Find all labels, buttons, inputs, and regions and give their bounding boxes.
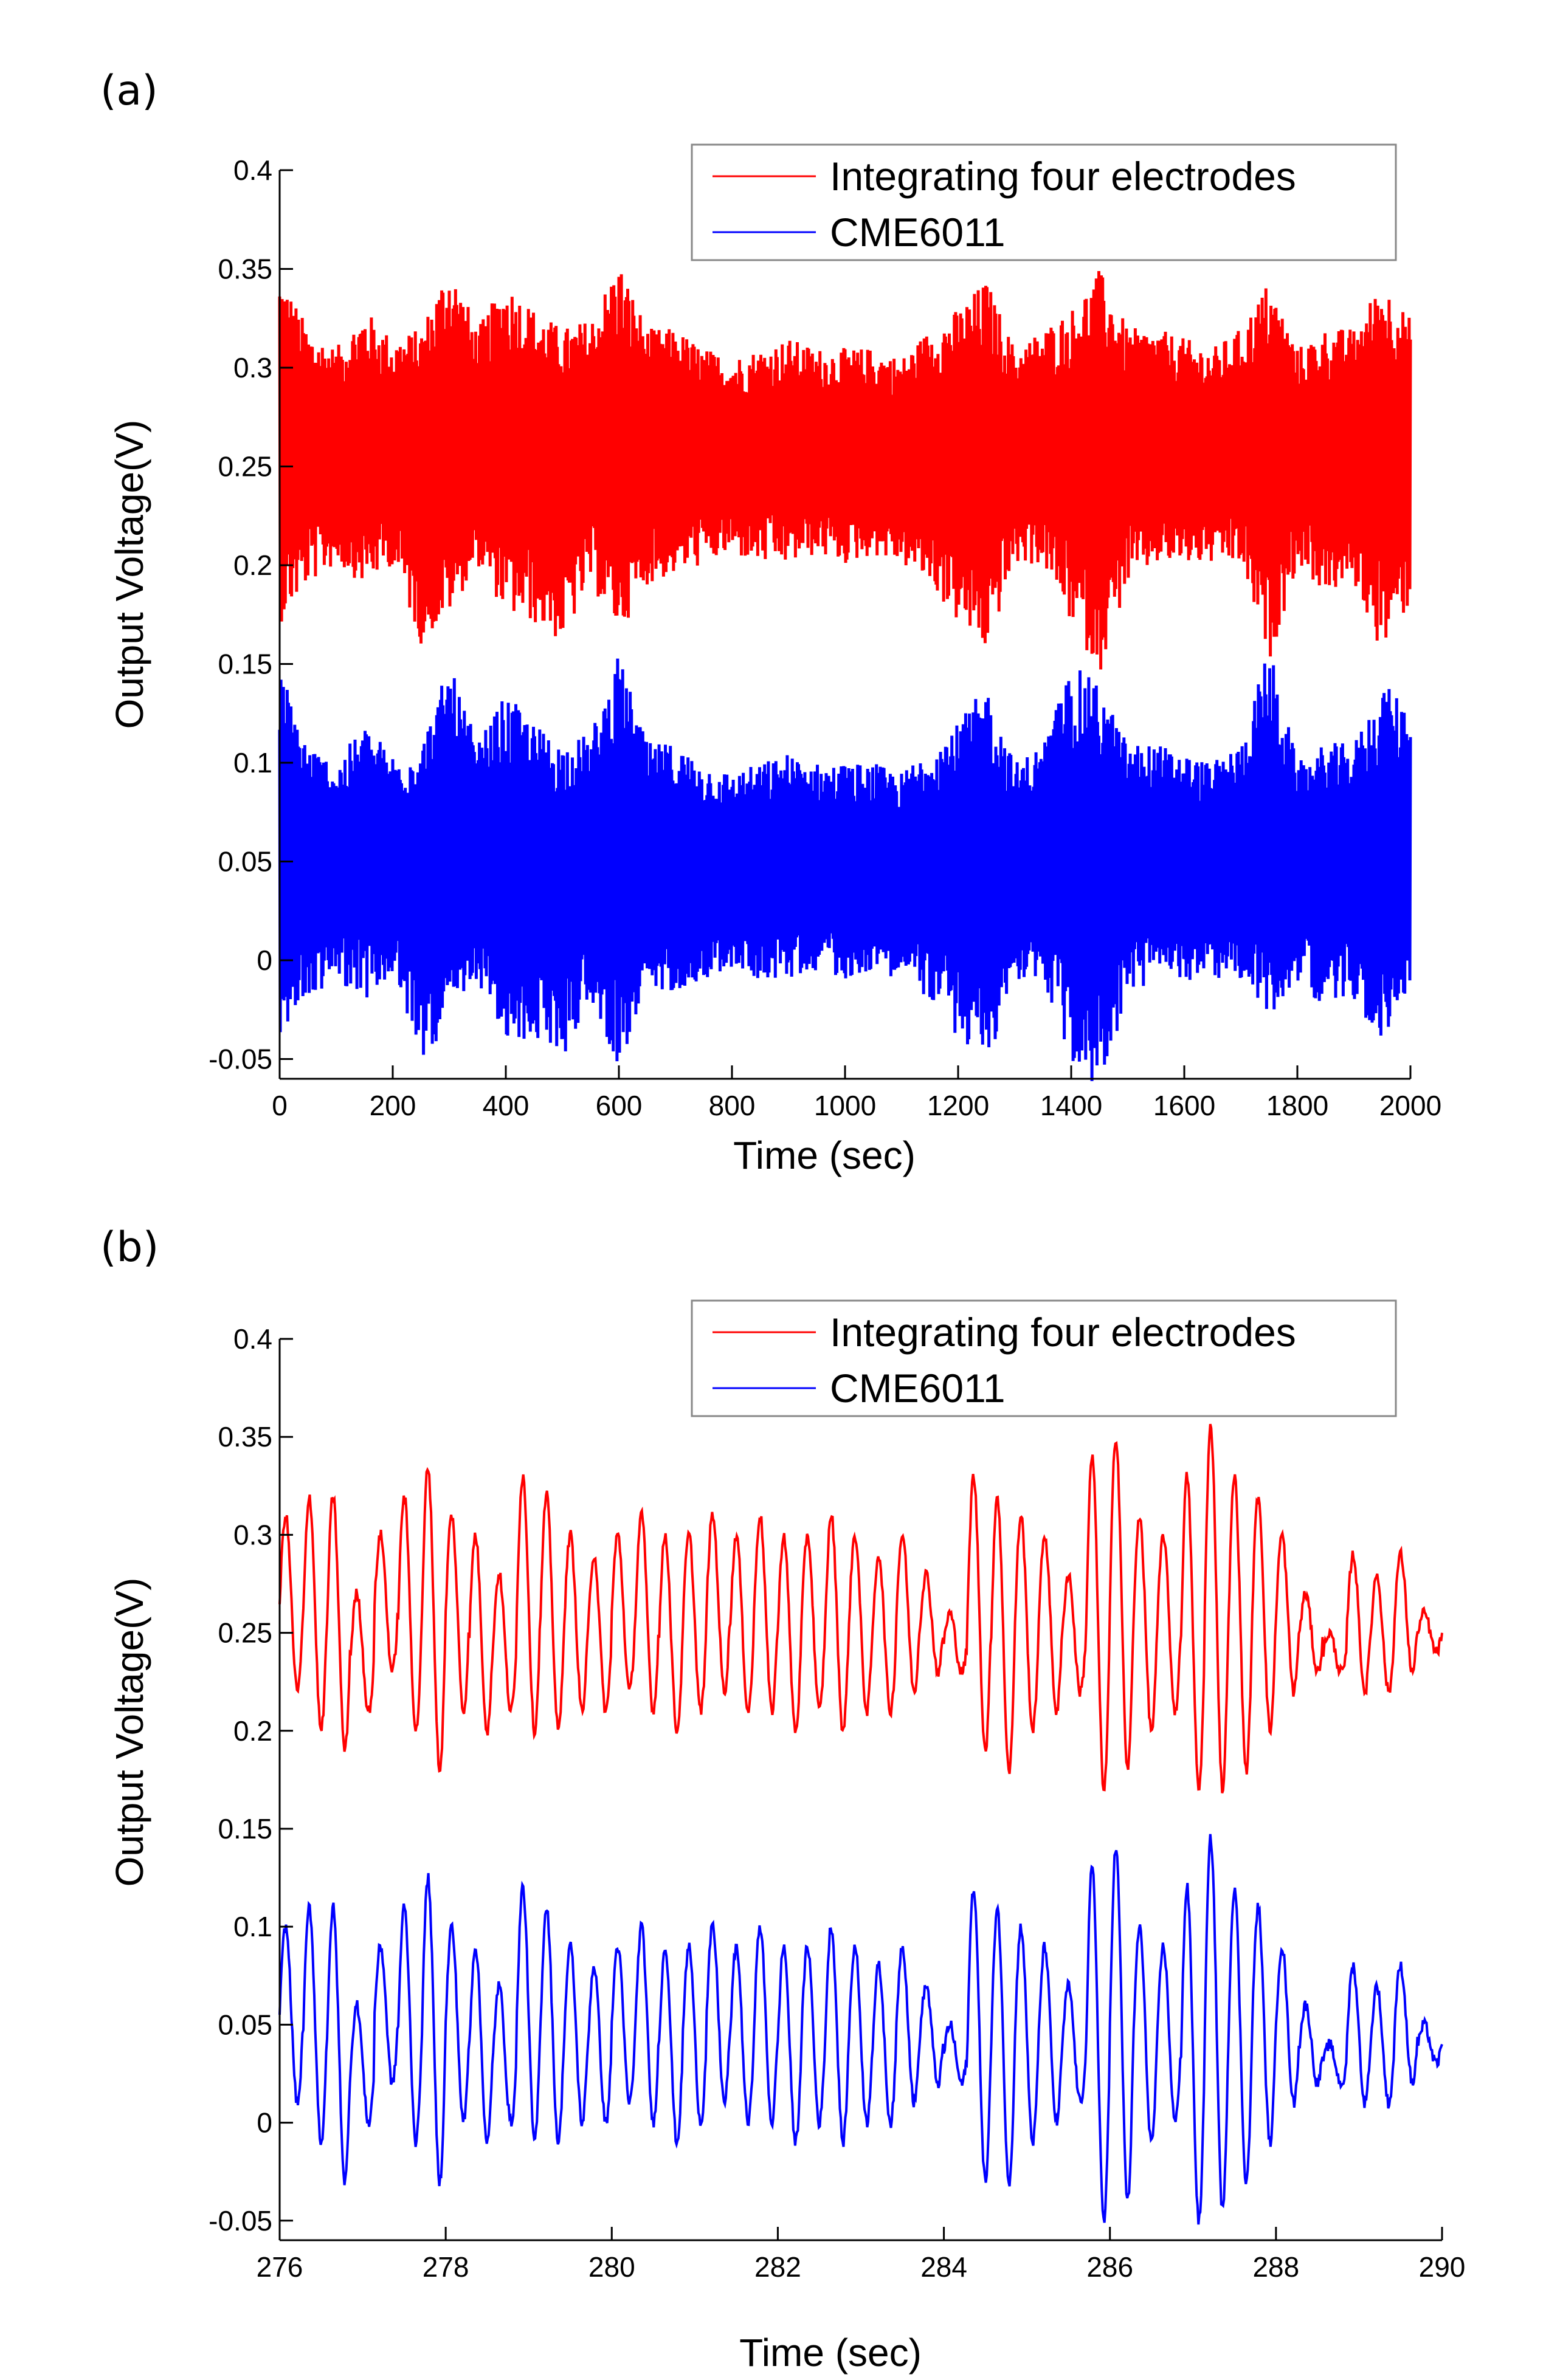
panel-a-legend: Integrating four electrodes CME6011 [691,143,1397,261]
y-tick-label: 0.2 [233,1715,272,1747]
y-tick-label: 0.1 [233,1911,272,1942]
panel-b-legend-label-cme6011: CME6011 [830,1366,1006,1411]
x-tick-label: 280 [588,2251,635,2283]
y-tick-label: 0.3 [233,352,272,383]
x-tick-label: 290 [1419,2251,1466,2283]
panel-a-label: (a) [100,67,158,115]
series-line-integrating [278,270,1412,670]
x-tick-label: 1200 [927,1090,989,1121]
x-tick-label: 282 [754,2251,801,2283]
x-tick-label: 286 [1086,2251,1133,2283]
panel-b-legend: Integrating four electrodes CME6011 [691,1299,1397,1417]
x-tick-label: 2000 [1379,1090,1441,1121]
x-tick-label: 1400 [1040,1090,1102,1121]
y-tick-label: 0 [257,944,272,976]
y-tick-label: 0.15 [218,1813,272,1845]
panel-a-x-axis-title: Time (sec) [733,1133,916,1177]
panel-b-legend-label-integrating: Integrating four electrodes [830,1310,1296,1355]
y-tick-label: 0.4 [233,1323,272,1355]
y-tick-label: 0.35 [218,253,272,285]
y-tick-label: -0.05 [209,1044,272,1075]
panel-b-label: (b) [100,1223,159,1271]
y-tick-label: 0 [257,2107,272,2139]
panel-a-plot [278,270,1412,1081]
y-tick-label: 0.05 [218,2009,272,2040]
panel-a-legend-label-integrating: Integrating four electrodes [830,154,1296,199]
x-tick-label: 1000 [814,1090,876,1121]
y-tick-label: 0.05 [218,846,272,878]
x-tick-label: 278 [423,2251,469,2283]
y-tick-label: 0.35 [218,1421,272,1453]
series-line-cme6011 [278,658,1412,1081]
x-tick-label: 1800 [1266,1090,1328,1121]
series-line-integrating [278,1423,1443,1794]
panel-b-plot [278,1423,1443,2225]
y-tick-label: 0.25 [218,1617,272,1649]
series-line-cme6011 [278,1834,1443,2225]
y-tick-label: 0.15 [218,648,272,680]
panel-b-ticks: -0.05 0 0.05 0.1 0.15 0.2 0.25 0.3 0.35 0.4 276 278… [209,1323,1465,2283]
panel-b-legend-box [691,1299,1397,1417]
panel-a-y-axis-title: Output Voltage(V) [108,420,151,729]
y-tick-label: 0.1 [233,747,272,779]
x-tick-label: 0 [272,1090,288,1121]
panel-b-x-axis-title: Time (sec) [739,2331,922,2375]
x-tick-label: 400 [483,1090,530,1121]
panel-b-axes [278,1339,1442,2241]
y-tick-label: 0.4 [233,154,272,186]
panel-b-y-axis-title: Output Voltage(V) [108,1578,151,1887]
y-tick-label: 0.25 [218,451,272,483]
x-tick-label: 276 [257,2251,303,2283]
x-tick-label: 288 [1252,2251,1299,2283]
x-tick-label: 1600 [1153,1090,1215,1121]
x-tick-label: 800 [709,1090,756,1121]
x-tick-label: 200 [370,1090,416,1121]
panel-a-legend-label-cme6011: CME6011 [830,210,1006,255]
y-tick-label: 0.3 [233,1519,272,1550]
panel-a-legend-box [691,143,1397,261]
x-tick-label: 284 [920,2251,967,2283]
panel-b: (b) -0.05 0 0.05 0.1 0.15 0.2 0.25 0.3 0.35 0.4 27… [100,1223,1465,2375]
y-tick-label: 0.2 [233,549,272,581]
x-tick-label: 600 [596,1090,643,1121]
y-tick-label: -0.05 [209,2205,272,2237]
